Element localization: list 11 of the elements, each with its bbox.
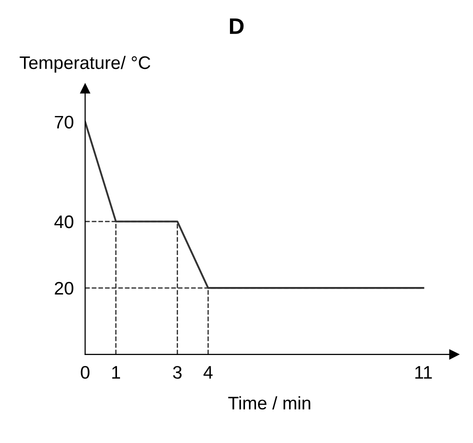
x-tick-label: 3 (173, 366, 182, 379)
y-tick-label: 70 (54, 116, 74, 129)
x-tick-label: 1 (112, 366, 120, 379)
x-tick-label: 4 (204, 366, 213, 379)
x-tick-label: 11 (415, 366, 432, 379)
y-tick-label: 20 (54, 282, 74, 295)
x-tick-label: 0 (80, 366, 90, 379)
x-axis-title: Time / min (228, 396, 310, 410)
y-axis-title: Temperature/ °C (20, 56, 150, 73)
y-tick-label: 40 (54, 215, 74, 228)
chart-title: D (230, 18, 244, 34)
